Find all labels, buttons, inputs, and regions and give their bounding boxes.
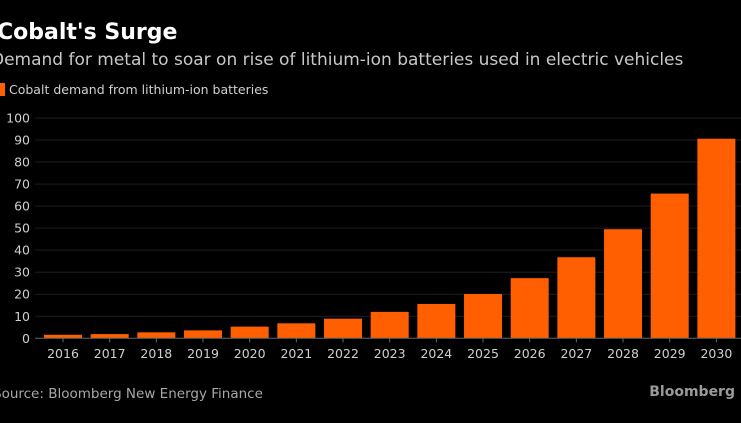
source-note: Source: Bloomberg New Energy Finance (0, 386, 263, 402)
legend: Cobalt demand from lithium-ion batteries (0, 82, 268, 97)
x-tick-label: 2019 (187, 346, 219, 361)
y-tick-label: 10 (14, 309, 30, 324)
bar-2030 (697, 138, 736, 339)
y-tick-label: 30 (14, 265, 30, 280)
bar-2024 (417, 303, 456, 339)
bar-2017 (90, 334, 129, 339)
x-tick-label: 2024 (420, 346, 452, 361)
y-tick-label: 90 (14, 133, 30, 148)
bloomberg-logo: Bloomberg (649, 384, 735, 400)
x-tick-label: 2016 (47, 346, 79, 361)
bar-2019 (184, 330, 223, 339)
x-tick-label: 2017 (94, 346, 126, 361)
y-tick-label: 50 (14, 221, 30, 236)
x-tick-label: 2025 (467, 346, 499, 361)
legend-label: Cobalt demand from lithium-ion batteries (9, 82, 269, 97)
chart-subtitle: Demand for metal to soar on rise of lith… (0, 50, 684, 70)
y-tick-label: 20 (14, 287, 30, 302)
x-tick-label: 2022 (327, 346, 359, 361)
bar-2025 (464, 294, 503, 339)
x-tick-label: 2028 (607, 346, 639, 361)
bar-2029 (650, 193, 689, 339)
bar-2023 (370, 311, 409, 339)
x-tick-label: 2018 (140, 346, 172, 361)
x-tick-label: 2029 (654, 346, 686, 361)
x-tick-label: 2026 (514, 346, 546, 361)
bar-2021 (277, 323, 316, 339)
bar-2016 (44, 334, 82, 339)
x-tick-label: 2030 (700, 346, 732, 361)
y-tick-label: 70 (14, 177, 30, 192)
y-tick-label: 80 (14, 155, 30, 170)
bar-2026 (510, 278, 549, 339)
chart-title: Cobalt's Surge (0, 20, 178, 45)
legend-swatch (0, 83, 5, 96)
x-tick-label: 2020 (234, 346, 266, 361)
bar-2022 (324, 318, 363, 339)
x-tick-label: 2021 (280, 346, 312, 361)
bar-2020 (230, 326, 269, 339)
bar-2028 (604, 229, 643, 339)
y-tick-label: 0 (22, 331, 30, 346)
y-tick-label: 40 (14, 243, 30, 258)
y-tick-label: 100 (6, 111, 30, 126)
x-tick-label: 2023 (374, 346, 406, 361)
y-tick-label: 60 (14, 199, 30, 214)
x-tick-label: 2027 (560, 346, 592, 361)
bar-2018 (137, 332, 176, 339)
bar-2027 (557, 257, 596, 339)
